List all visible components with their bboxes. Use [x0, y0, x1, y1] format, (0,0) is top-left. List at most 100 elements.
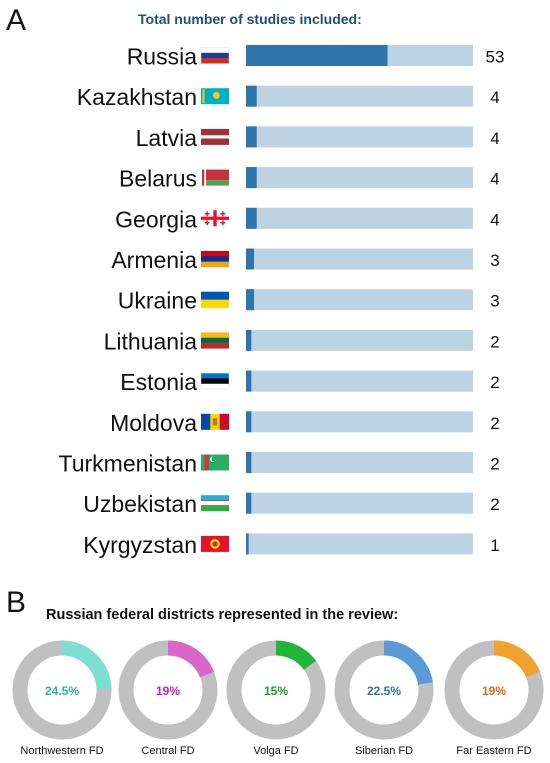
bar-track	[246, 411, 473, 433]
bar-track	[246, 492, 473, 514]
district-label: Central FD	[141, 745, 194, 757]
donut-chart: 19% Far Eastern FD	[444, 640, 544, 757]
bar-value-label: 3	[490, 251, 499, 270]
armenia-flag-icon	[201, 251, 229, 268]
donut-percent-label: 19%	[482, 684, 506, 698]
belarus-flag-icon	[201, 169, 229, 186]
bar-track	[246, 452, 473, 473]
bar-track	[246, 167, 473, 189]
donut-slice	[275, 640, 317, 671]
bar-row: Georgia 4	[115, 206, 500, 232]
bar-row: Moldova 2	[110, 410, 500, 436]
bar-value-label: 2	[490, 455, 499, 474]
category-label: Georgia	[115, 206, 197, 232]
donut-slice	[61, 640, 112, 690]
category-label: Russia	[127, 44, 198, 70]
category-label: Ukraine	[118, 288, 197, 314]
bar	[246, 85, 257, 107]
panel-a-title: Total number of studies included:	[138, 11, 362, 27]
bar-value-label: 4	[490, 88, 499, 107]
category-label: Belarus	[119, 166, 197, 192]
district-label: Volga FD	[253, 745, 298, 757]
category-label: Estonia	[120, 369, 197, 395]
donut-chart: 24.5% Northwestern FD	[12, 640, 112, 757]
bar-track	[246, 207, 473, 229]
donut-percent-label: 15%	[264, 684, 288, 698]
district-label: Far Eastern FD	[456, 745, 531, 757]
category-label: Uzbekistan	[83, 491, 197, 517]
bar-value-label: 4	[490, 210, 499, 229]
bar-value-label: 3	[490, 292, 499, 311]
category-label: Kyrgyzstan	[83, 532, 197, 558]
bar	[246, 248, 255, 270]
panel-b-letter: B	[6, 586, 27, 619]
district-label: Siberian FD	[355, 745, 413, 757]
bar	[246, 45, 388, 66]
bar	[246, 452, 252, 473]
bar-row: Kazakhstan 4	[77, 84, 500, 110]
estonia-flag-icon	[200, 372, 230, 390]
lithuania-flag-icon	[201, 332, 229, 349]
category-label: Kazakhstan	[77, 84, 197, 110]
bar-value-label: 53	[486, 48, 505, 67]
uzbekistan-flag-icon	[201, 495, 229, 512]
category-label: Moldova	[110, 410, 197, 436]
donut-percent-label: 19%	[156, 684, 180, 698]
turkmenistan-flag-icon	[201, 454, 229, 471]
bar-value-label: 2	[490, 414, 499, 433]
bar-track	[246, 248, 473, 270]
bar-row: Turkmenistan 2	[59, 451, 500, 477]
donut-chart: 15% Volga FD	[226, 640, 326, 757]
kyrgyzstan-flag-icon	[201, 535, 229, 552]
bar	[246, 533, 249, 555]
bar-track	[246, 85, 473, 107]
donut-percent-label: 22.5%	[367, 684, 401, 698]
donut-slice	[167, 640, 215, 678]
category-label: Turkmenistan	[59, 451, 197, 477]
donut-chart: 22.5% Siberian FD	[334, 640, 434, 757]
bar	[246, 329, 252, 351]
category-label: Armenia	[111, 247, 197, 273]
district-label: Northwestern FD	[20, 745, 103, 757]
bar-value-label: 2	[490, 373, 499, 392]
georgia-flag-icon	[201, 210, 229, 227]
bar-value-label: 2	[490, 332, 499, 351]
donut-percent-label: 24.5%	[45, 684, 79, 698]
bar-row: Armenia 3	[111, 247, 499, 273]
bar-row: Uzbekistan 2	[83, 491, 500, 517]
bar-row: Estonia 2	[120, 369, 499, 395]
bar-row: Latvia 4	[136, 125, 500, 151]
donut-slice	[383, 640, 433, 686]
bar	[246, 492, 252, 514]
bar-track	[246, 329, 473, 351]
russia-flag-icon	[200, 47, 230, 64]
bar	[246, 207, 257, 229]
latvia-flag-icon	[201, 128, 229, 145]
bar-row: Lithuania 2	[104, 328, 500, 354]
bar-value-label: 2	[490, 495, 499, 514]
bar	[246, 167, 257, 189]
bar-row: Belarus 4	[119, 166, 500, 192]
bar	[246, 370, 252, 392]
ukraine-flag-icon	[201, 291, 229, 308]
bar-track	[246, 370, 473, 392]
bar-value-label: 4	[490, 129, 499, 148]
bar-row: Kyrgyzstan 1	[83, 532, 500, 558]
bar-track	[246, 533, 473, 555]
kazakhstan-flag-icon	[201, 88, 229, 105]
bar-row: Russia 53	[127, 44, 505, 70]
donut-slice	[493, 640, 541, 678]
bar-value-label: 4	[490, 170, 499, 189]
category-label: Latvia	[136, 125, 198, 151]
bar-row: Ukraine 3	[118, 288, 500, 314]
bar	[246, 411, 252, 433]
bar	[246, 289, 255, 311]
bar-track	[246, 126, 473, 148]
bar	[246, 126, 257, 148]
category-label: Lithuania	[104, 328, 198, 354]
donut-chart: 19% Central FD	[118, 640, 218, 757]
bar-track	[246, 289, 473, 311]
panel-a-letter: A	[6, 4, 27, 37]
